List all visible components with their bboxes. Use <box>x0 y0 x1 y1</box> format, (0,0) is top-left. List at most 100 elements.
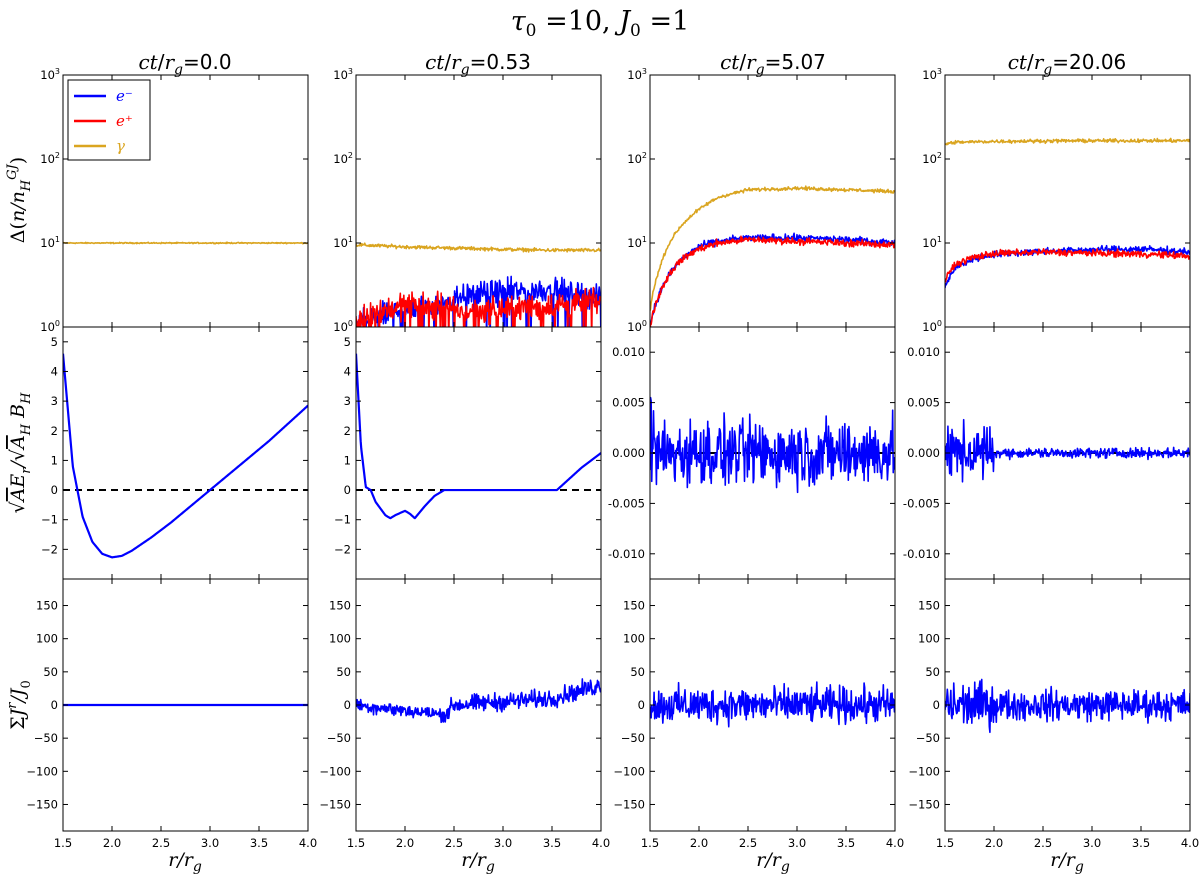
y-tick-label: 101 <box>333 235 353 250</box>
xlabel-2: r/rg <box>756 849 790 875</box>
y-tick-exponent: 3 <box>642 67 647 76</box>
y-tick-label: −100 <box>908 764 940 778</box>
y-tick-exponent: 0 <box>642 319 647 328</box>
y-tick-exponent: 0 <box>937 319 942 328</box>
y-tick-label: 0.000 <box>612 446 645 460</box>
x-tick-label: 4.0 <box>592 836 610 850</box>
y-tick-base: 10 <box>333 236 348 250</box>
y-tick-base: 10 <box>922 320 937 334</box>
y-tick-label: 100 <box>627 319 647 334</box>
y-tick-base: 10 <box>333 320 348 334</box>
x-tick-label: 2.5 <box>445 836 463 850</box>
y-tick-label: 0 <box>51 698 58 712</box>
series-group <box>63 353 308 559</box>
y-tick-base: 10 <box>922 152 937 166</box>
y-tick-label: −1 <box>41 513 58 527</box>
y-tick-base: 10 <box>40 236 55 250</box>
ylabel-efield: √AEr/√AH BH <box>7 392 34 514</box>
y-tick-exponent: 3 <box>348 67 353 76</box>
y-tick-label: 0.010 <box>612 345 645 359</box>
x-tick-label: 1.5 <box>347 836 365 850</box>
y-tick-label: 100 <box>922 319 942 334</box>
y-tick-label: 100 <box>333 319 353 334</box>
y-tick-exponent: 1 <box>642 235 647 244</box>
y-tick-label: −100 <box>613 764 645 778</box>
series-line-Jr-0 <box>356 678 601 724</box>
y-tick-label: 50 <box>630 665 645 679</box>
y-tick-label: 1 <box>344 453 351 467</box>
y-tick-exponent: 2 <box>55 151 60 160</box>
y-tick-label: 102 <box>40 151 60 166</box>
legend-label-electron: e⁻ <box>116 87 133 105</box>
series-line-e-1 <box>945 244 1190 289</box>
y-tick-label: 0.010 <box>907 345 940 359</box>
x-tick-label: 3.5 <box>543 836 561 850</box>
column-titles: ct/rg=0.0 ct/rg=0.53 ct/rg=5.07 ct/rg=20… <box>138 50 1126 78</box>
column-title-2: ct/rg=5.07 <box>720 50 826 78</box>
y-tick-label: 103 <box>627 67 647 82</box>
y-tick-label: −50 <box>916 731 940 745</box>
y-tick-label: 4 <box>344 364 351 378</box>
x-tick-label: 2.5 <box>739 836 757 850</box>
y-tick-label: −50 <box>327 731 351 745</box>
y-tick-base: 10 <box>922 68 937 82</box>
x-tick-label: 2.0 <box>396 836 414 850</box>
panel-current-t1: −150 −100 −50 0 50 100 150 1.5 2.0 2.5 3.0 3.5 4.0 <box>319 578 610 850</box>
x-tick-label: 2.5 <box>1034 836 1052 850</box>
panel-current-t0: −150 −100 −50 0 50 100 150 1.5 2.0 2.5 3.0 3.5 4.0 <box>26 578 317 850</box>
series-line--0 <box>356 242 601 253</box>
legend-label-photon: γ <box>116 137 125 155</box>
axes-frame <box>355 326 602 580</box>
y-tick-base: 10 <box>922 236 937 250</box>
legend-label-positron: e⁺ <box>116 112 133 130</box>
y-tick-label: 101 <box>922 235 942 250</box>
y-tick-base: 10 <box>333 68 348 82</box>
y-tick-label: 150 <box>329 599 351 613</box>
y-tick-label: 0 <box>344 483 351 497</box>
y-tick-label: -0.010 <box>608 547 645 561</box>
series-line-Er-0 <box>650 396 895 494</box>
y-tick-label: −2 <box>41 542 58 556</box>
y-tick-label: 150 <box>623 599 645 613</box>
x-tick-label: 4.0 <box>886 836 904 850</box>
y-tick-label: 3 <box>51 394 58 408</box>
y-tick-label: 50 <box>925 665 940 679</box>
x-tick-label: 2.0 <box>103 836 121 850</box>
panel-efield-t3: -0.010 -0.005 0.000 0.005 0.010 <box>903 326 1191 580</box>
series-group <box>356 353 601 520</box>
series-group <box>356 242 601 327</box>
y-tick-exponent: 0 <box>55 319 60 328</box>
series-group <box>650 681 895 728</box>
y-tick-label: −1 <box>334 513 351 527</box>
x-tick-label: 1.5 <box>54 836 72 850</box>
series-line--0 <box>63 241 308 245</box>
y-tick-label: 0 <box>638 698 645 712</box>
y-tick-label: 102 <box>922 151 942 166</box>
y-tick-label: 101 <box>40 235 60 250</box>
column-title-1: ct/rg=0.53 <box>425 50 531 78</box>
series-group <box>945 678 1190 734</box>
x-tick-label: 3.0 <box>788 836 806 850</box>
series-line-e-1 <box>650 232 895 326</box>
y-tick-label: 50 <box>336 665 351 679</box>
x-tick-label: 3.0 <box>201 836 219 850</box>
y-tick-label: −50 <box>34 731 58 745</box>
x-tick-label: 4.0 <box>299 836 317 850</box>
y-tick-label: 103 <box>333 67 353 82</box>
panel-efield-t2: -0.010 -0.005 0.000 0.005 0.010 <box>608 326 896 580</box>
y-tick-label: 2 <box>51 424 58 438</box>
y-tick-base: 10 <box>40 320 55 334</box>
series-group <box>63 241 308 245</box>
row-ylabels: Δ(n/nHGJ) √AEr/√AH BH ΣJr/J0 <box>5 157 34 730</box>
x-tick-label: 3.5 <box>250 836 268 850</box>
figure-title: τ0 =10, J0 =1 <box>511 6 690 41</box>
y-tick-label: 4 <box>51 364 58 378</box>
column-title-3: ct/rg=20.06 <box>1008 50 1127 78</box>
y-tick-label: −100 <box>319 764 351 778</box>
y-tick-label: −150 <box>613 797 645 811</box>
panel-efield-t1: −2 −1 0 1 2 3 4 5 <box>334 326 602 580</box>
series-group <box>650 396 895 494</box>
series-line-Er-0 <box>945 418 1190 483</box>
